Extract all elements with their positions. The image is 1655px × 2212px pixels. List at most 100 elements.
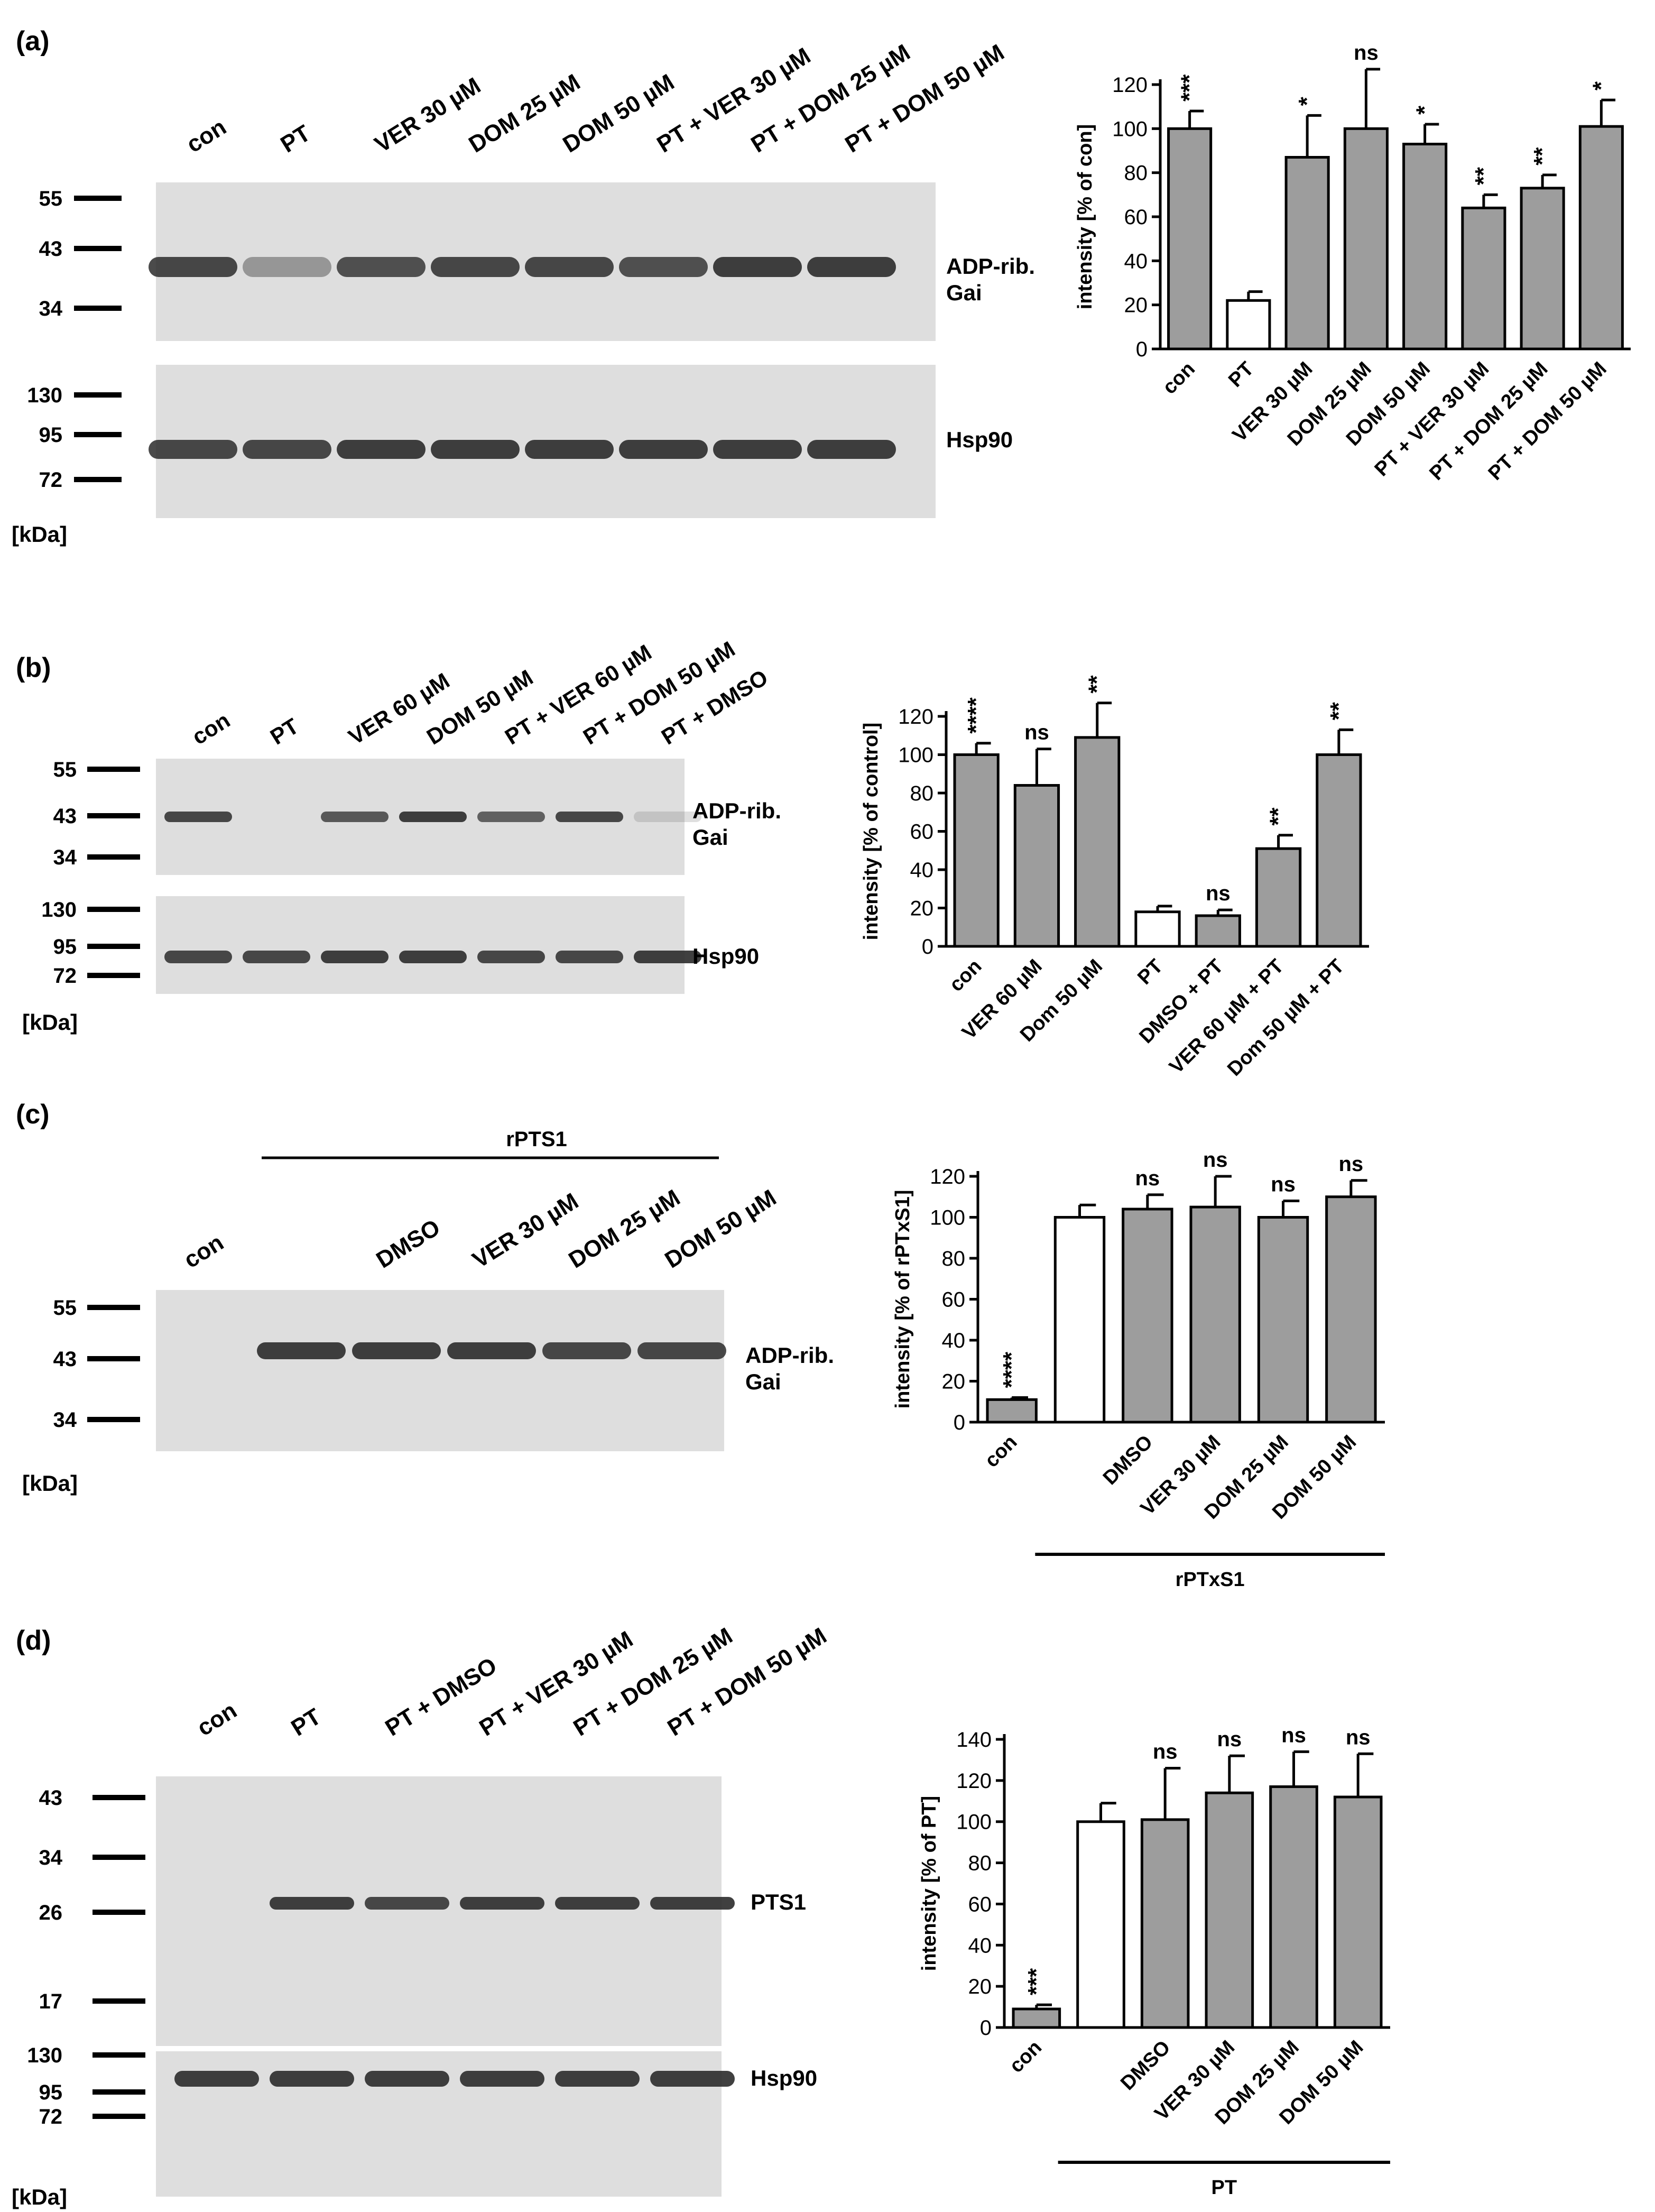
bar	[1316, 753, 1362, 948]
y-tick-label: 60	[942, 1288, 966, 1312]
a-top-marker-label: 43	[39, 237, 63, 261]
significance-label: *	[1588, 81, 1614, 90]
significance-label: ns	[1135, 1167, 1160, 1190]
b-hsp-label: Hsp90	[692, 944, 759, 969]
b-gai-band	[321, 812, 389, 822]
a-top-marker-label: 34	[39, 297, 63, 320]
b-gai-band	[634, 812, 701, 822]
y-tick-label: 120	[956, 1769, 992, 1793]
significance-label: ns	[1206, 882, 1231, 905]
a-gai-band	[431, 257, 520, 277]
a-gai-band	[243, 257, 331, 277]
y-axis-label: intensity [% of rPTxS1]	[892, 1190, 914, 1409]
y-tick-label: 20	[910, 897, 934, 920]
y-tick-label: 100	[898, 744, 933, 767]
c-gai-label: ADP-rib.	[745, 1343, 834, 1368]
b-gai-label: ADP-rib.	[692, 798, 781, 823]
bar	[1122, 1208, 1173, 1424]
bar	[953, 753, 1000, 948]
d-top-marker-label: 17	[39, 1990, 63, 2013]
significance-label: ns	[1281, 1723, 1306, 1747]
a-hsp-band	[431, 440, 520, 459]
bar	[1257, 1216, 1309, 1424]
c-lane-label: con	[179, 1229, 228, 1273]
d-lane-label: PT + VER 30 µM	[475, 1626, 637, 1741]
a-lane-label: PT + DOM 25 µM	[746, 39, 914, 158]
b-top-marker-label: 43	[53, 805, 77, 828]
b-gai-band	[164, 812, 232, 822]
bar	[986, 1398, 1038, 1424]
significance-label: ns	[1338, 1153, 1363, 1176]
y-tick-label: 80	[968, 1852, 992, 1875]
chart-c: 0 20 40 60 80 100 120 intensity [% of rPTxS1] **…	[892, 1148, 1385, 1591]
blot-c-gai	[156, 1290, 724, 1451]
bar	[1189, 1205, 1241, 1424]
b-top-marker-label: 55	[53, 758, 77, 781]
y-axis-label: intensity [% of control]	[860, 723, 882, 941]
bar	[1076, 1820, 1125, 2029]
y-tick-label: 100	[956, 1811, 992, 1834]
panel-letter-d: (d)	[16, 1625, 51, 1656]
d-bottom-marker-label: 130	[27, 2044, 62, 2067]
significance-label: ***	[1177, 74, 1203, 102]
significance-label: ns	[1203, 1148, 1228, 1172]
y-tick-label: 120	[1112, 73, 1148, 97]
bar	[1461, 206, 1506, 351]
c-gai-band	[447, 1342, 536, 1359]
c-top-marker-label: 34	[53, 1408, 77, 1432]
d-top-marker-label: 34	[39, 1846, 63, 1869]
d-hsp-band	[174, 2071, 259, 2087]
b-bottom-marker-label: 130	[41, 898, 77, 921]
bar	[1333, 1795, 1383, 2029]
y-tick-label: 20	[942, 1370, 966, 1394]
a-hsp-band	[243, 440, 331, 459]
y-tick-label: 60	[1124, 206, 1148, 229]
b-hsp-band	[399, 951, 467, 963]
y-tick-label: 40	[968, 1934, 992, 1957]
b-hsp-band	[477, 951, 545, 963]
d-top-marker-label: 43	[39, 1786, 63, 1810]
significance-label: ns	[1024, 721, 1049, 744]
x-tick-label: VER 60 µM + PT	[1165, 955, 1288, 1079]
bar	[1226, 299, 1271, 351]
significance-label: ***	[1023, 1968, 1049, 1995]
bar	[1012, 2007, 1061, 2029]
x-tick-label: con	[981, 1431, 1021, 1472]
c-gai-band	[637, 1342, 726, 1359]
c-gai-band	[257, 1342, 346, 1359]
bar	[1520, 187, 1565, 351]
c-gai-label: Gai	[745, 1369, 781, 1394]
b-gai-band	[399, 812, 467, 822]
d-pts-band	[460, 1897, 544, 1910]
significance-label: ****	[963, 697, 989, 733]
b-hsp-band	[243, 951, 310, 963]
significance-label: *	[1294, 96, 1320, 106]
bar	[1074, 736, 1121, 948]
group-label: PT	[1212, 2177, 1237, 2199]
b-bottom-marker-label: 72	[53, 964, 77, 988]
x-tick-label: DMSO	[1116, 2036, 1175, 2095]
y-tick-label: 60	[968, 1893, 992, 1916]
y-tick-label: 140	[956, 1728, 992, 1752]
significance-label: ns	[1153, 1740, 1178, 1764]
bar	[1195, 914, 1241, 948]
d-hsp-band	[460, 2071, 544, 2087]
d-hsp-band	[365, 2071, 449, 2087]
bar	[1325, 1195, 1377, 1424]
c-lane-label: DMSO	[372, 1214, 445, 1274]
c-gai-band	[352, 1342, 441, 1359]
b-gai-band	[477, 812, 545, 822]
b-hsp-band	[321, 951, 389, 963]
d-lane-label: PT + DOM 50 µM	[663, 1623, 831, 1741]
d-bottom-marker-label: 72	[39, 2105, 63, 2128]
significance-label: **	[1084, 675, 1110, 694]
y-tick-label: 80	[1124, 162, 1148, 185]
y-tick-label: 0	[980, 2016, 992, 2040]
significance-label: **	[1529, 147, 1555, 165]
a-bottom-marker-label: 72	[39, 468, 63, 492]
a-top-marker-label: 55	[39, 187, 63, 210]
kda-label-b: [kDa]	[22, 1010, 78, 1035]
a-gai-band	[337, 257, 426, 277]
y-tick-label: 40	[942, 1329, 966, 1352]
